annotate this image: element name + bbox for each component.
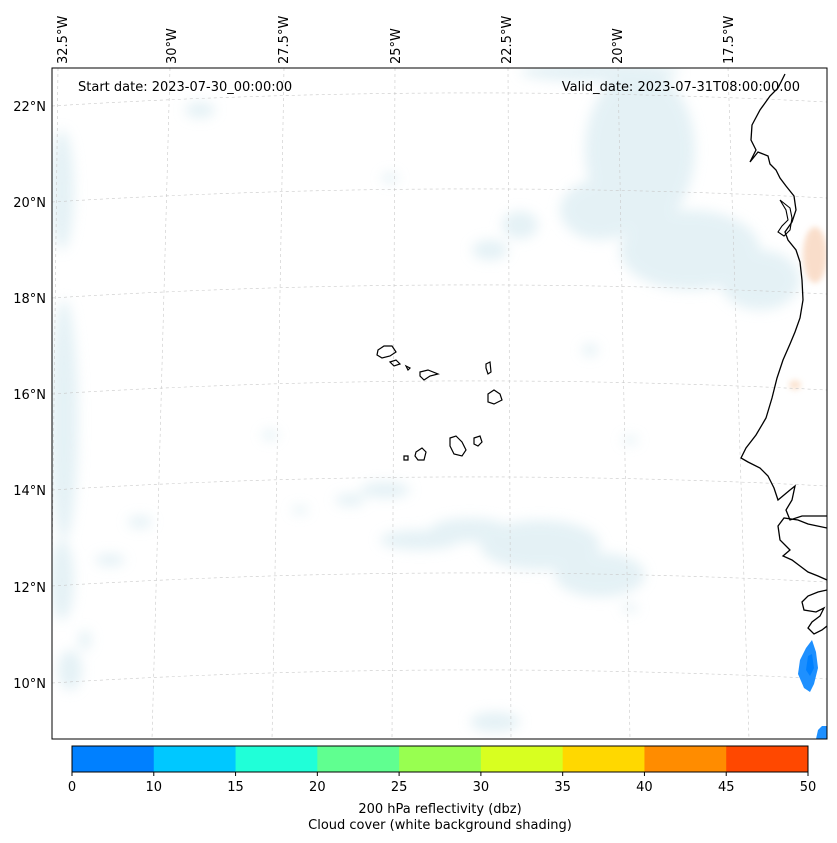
colorbar-frame — [71, 745, 809, 773]
start-date-label: Start date: 2023-07-30_00:00:00 — [78, 80, 292, 95]
colorbar-tick-label: 35 — [554, 780, 571, 795]
colorbar-segment — [153, 746, 237, 772]
colorbar-segment — [72, 746, 155, 772]
lon-label: 25°W — [389, 28, 404, 64]
colorbar-segment — [562, 746, 645, 772]
lon-label: 22.5°W — [500, 16, 515, 64]
warm-shading — [789, 227, 827, 390]
latitude-labels: 22°N 20°N 18°N 16°N 14°N 12°N 10°N — [13, 100, 46, 692]
map-frame — [51, 67, 828, 740]
coastline-guinea — [801, 589, 827, 635]
lat-label: 22°N — [13, 100, 46, 115]
lat-label: 10°N — [13, 677, 46, 692]
valid-date-label: Valid_date: 2023-07-31T08:00:00.00 — [562, 80, 800, 95]
colorbar-tick-label: 10 — [146, 780, 163, 795]
colorbar-tick-label: 45 — [718, 780, 735, 795]
colorbar-tick-label: 40 — [636, 780, 653, 795]
map-panel — [52, 68, 827, 739]
colorbar-tick-label: 0 — [68, 780, 76, 795]
lon-label: 27.5°W — [277, 16, 292, 64]
colorbar-segment — [726, 746, 809, 772]
lon-label: 32.5°W — [56, 16, 71, 64]
colorbar-segment — [480, 746, 564, 772]
colorbar-tick-label: 15 — [227, 780, 244, 795]
colorbar-title: 200 hPa reflectivity (dbz) — [358, 802, 522, 817]
lat-label: 18°N — [13, 292, 46, 307]
coastline-africa — [740, 73, 827, 521]
longitude-labels: 32.5°W 30°W 27.5°W 25°W 22.5°W 20°W 17.5… — [56, 16, 737, 64]
colorbar-segment — [399, 746, 482, 772]
colorbar-tick-label: 30 — [473, 780, 490, 795]
colorbar-segment — [317, 746, 400, 772]
lat-label: 12°N — [13, 581, 46, 596]
colorbar-tick-label: 50 — [800, 780, 817, 795]
lon-label: 20°W — [611, 28, 626, 64]
colorbar-segment — [644, 746, 727, 772]
cape-verde-islands — [376, 345, 503, 461]
colorbar-subtitle: Cloud cover (white background shading) — [308, 818, 572, 833]
colorbar-tick-label: 20 — [309, 780, 326, 795]
colorbar-segment — [235, 746, 318, 772]
coastline-guinea-bissau — [777, 517, 827, 581]
coastline-islands-bijagos — [777, 199, 793, 237]
lat-label: 20°N — [13, 196, 46, 211]
lon-label: 30°W — [165, 28, 180, 64]
graticule — [52, 68, 827, 739]
colorbar-tick-label: 25 — [391, 780, 408, 795]
reflectivity-cells — [798, 640, 827, 739]
lon-label: 17.5°W — [722, 16, 737, 64]
lat-label: 14°N — [13, 484, 46, 499]
colorbar: 0 10 15 20 25 30 35 40 45 50 — [68, 745, 817, 795]
lat-label: 16°N — [13, 388, 46, 403]
